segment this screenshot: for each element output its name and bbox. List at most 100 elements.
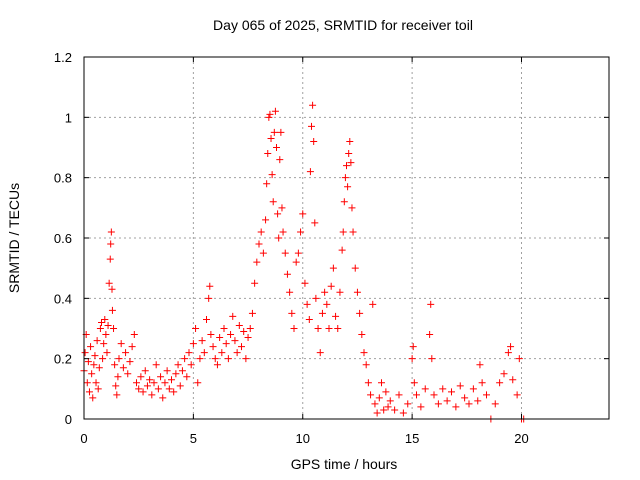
data-point [268,171,276,179]
data-point [292,258,300,266]
data-point [200,349,208,357]
data-point [259,249,267,257]
data-point [115,355,123,363]
data-point [117,340,125,348]
data-point [309,101,317,109]
data-point [344,183,352,191]
data-point [275,234,283,242]
chart-title: Day 065 of 2025, SRMTID for receiver toi… [213,17,473,33]
data-point [231,337,239,345]
data-point [110,325,118,332]
data-point [349,228,357,236]
data-point [478,379,486,387]
data-point [356,309,364,317]
data-point [283,270,291,278]
data-point [170,388,178,396]
data-point [213,361,221,369]
data-point [205,294,213,302]
data-point [242,355,250,363]
data-point [235,321,243,329]
data-point [88,370,96,378]
data-point [347,159,355,167]
data-point [126,358,134,366]
data-point [161,379,169,387]
data-point [176,382,184,390]
data-point [183,373,191,381]
data-point [267,134,275,142]
data-point [474,397,482,405]
data-point [124,370,132,378]
data-point [362,361,370,369]
data-point [308,122,315,130]
data-point [192,325,200,332]
data-point [105,279,113,287]
data-point [207,331,215,339]
data-point [430,391,438,399]
data-points [80,101,528,423]
data-point [408,355,416,363]
data-point [122,349,130,357]
data-point [264,150,272,158]
data-point [299,210,307,218]
data-point [130,331,138,339]
data-point [306,168,314,176]
data-point [346,137,354,145]
data-point [99,355,107,363]
data-point [496,379,504,387]
data-point [150,379,158,387]
data-point [334,325,342,332]
x-axis-label: GPS time / hours [291,456,398,472]
data-point [340,198,348,206]
data-point [310,137,318,145]
data-point [375,394,383,402]
data-point [491,400,499,408]
data-point [103,349,111,357]
data-point [246,325,254,332]
data-point [325,325,333,332]
data-point [220,325,228,332]
data-point [384,403,392,411]
data-point [323,300,331,308]
data-point [87,343,95,351]
data-point [271,107,279,115]
data-point [353,288,361,296]
data-point [351,264,359,272]
y-tick-label: 0.2 [54,352,72,367]
y-axis-label: SRMTID / TECUs [6,183,22,293]
data-point [274,210,282,218]
data-point [338,246,346,254]
tick-labels: 0 5 10 15 20 0 0.2 0.4 0.6 0.8 1 1.2 [54,50,529,446]
data-point [209,343,217,351]
data-point [111,361,119,369]
data-point [137,373,145,381]
data-point [332,312,340,320]
data-point [421,385,429,393]
data-point [270,128,278,136]
data-point [297,228,305,236]
data-point [427,300,435,308]
data-point [439,385,447,393]
data-point [476,361,484,369]
data-point [341,174,349,182]
y-tick-label: 1.2 [54,50,72,65]
data-point [165,385,173,393]
data-point [410,379,418,387]
data-point [104,321,112,329]
data-point [101,315,109,323]
data-point [380,406,388,414]
data-point [507,343,515,351]
data-point [112,382,120,390]
data-point [102,331,110,339]
data-point [211,355,219,363]
data-point [276,156,284,164]
data-point [461,394,469,402]
data-point [227,331,235,339]
data-point [395,391,403,399]
data-point [84,358,92,366]
data-point [159,394,167,402]
data-point [434,400,442,408]
data-point [218,349,226,357]
x-tick-label: 20 [514,431,528,446]
data-point [141,367,149,375]
